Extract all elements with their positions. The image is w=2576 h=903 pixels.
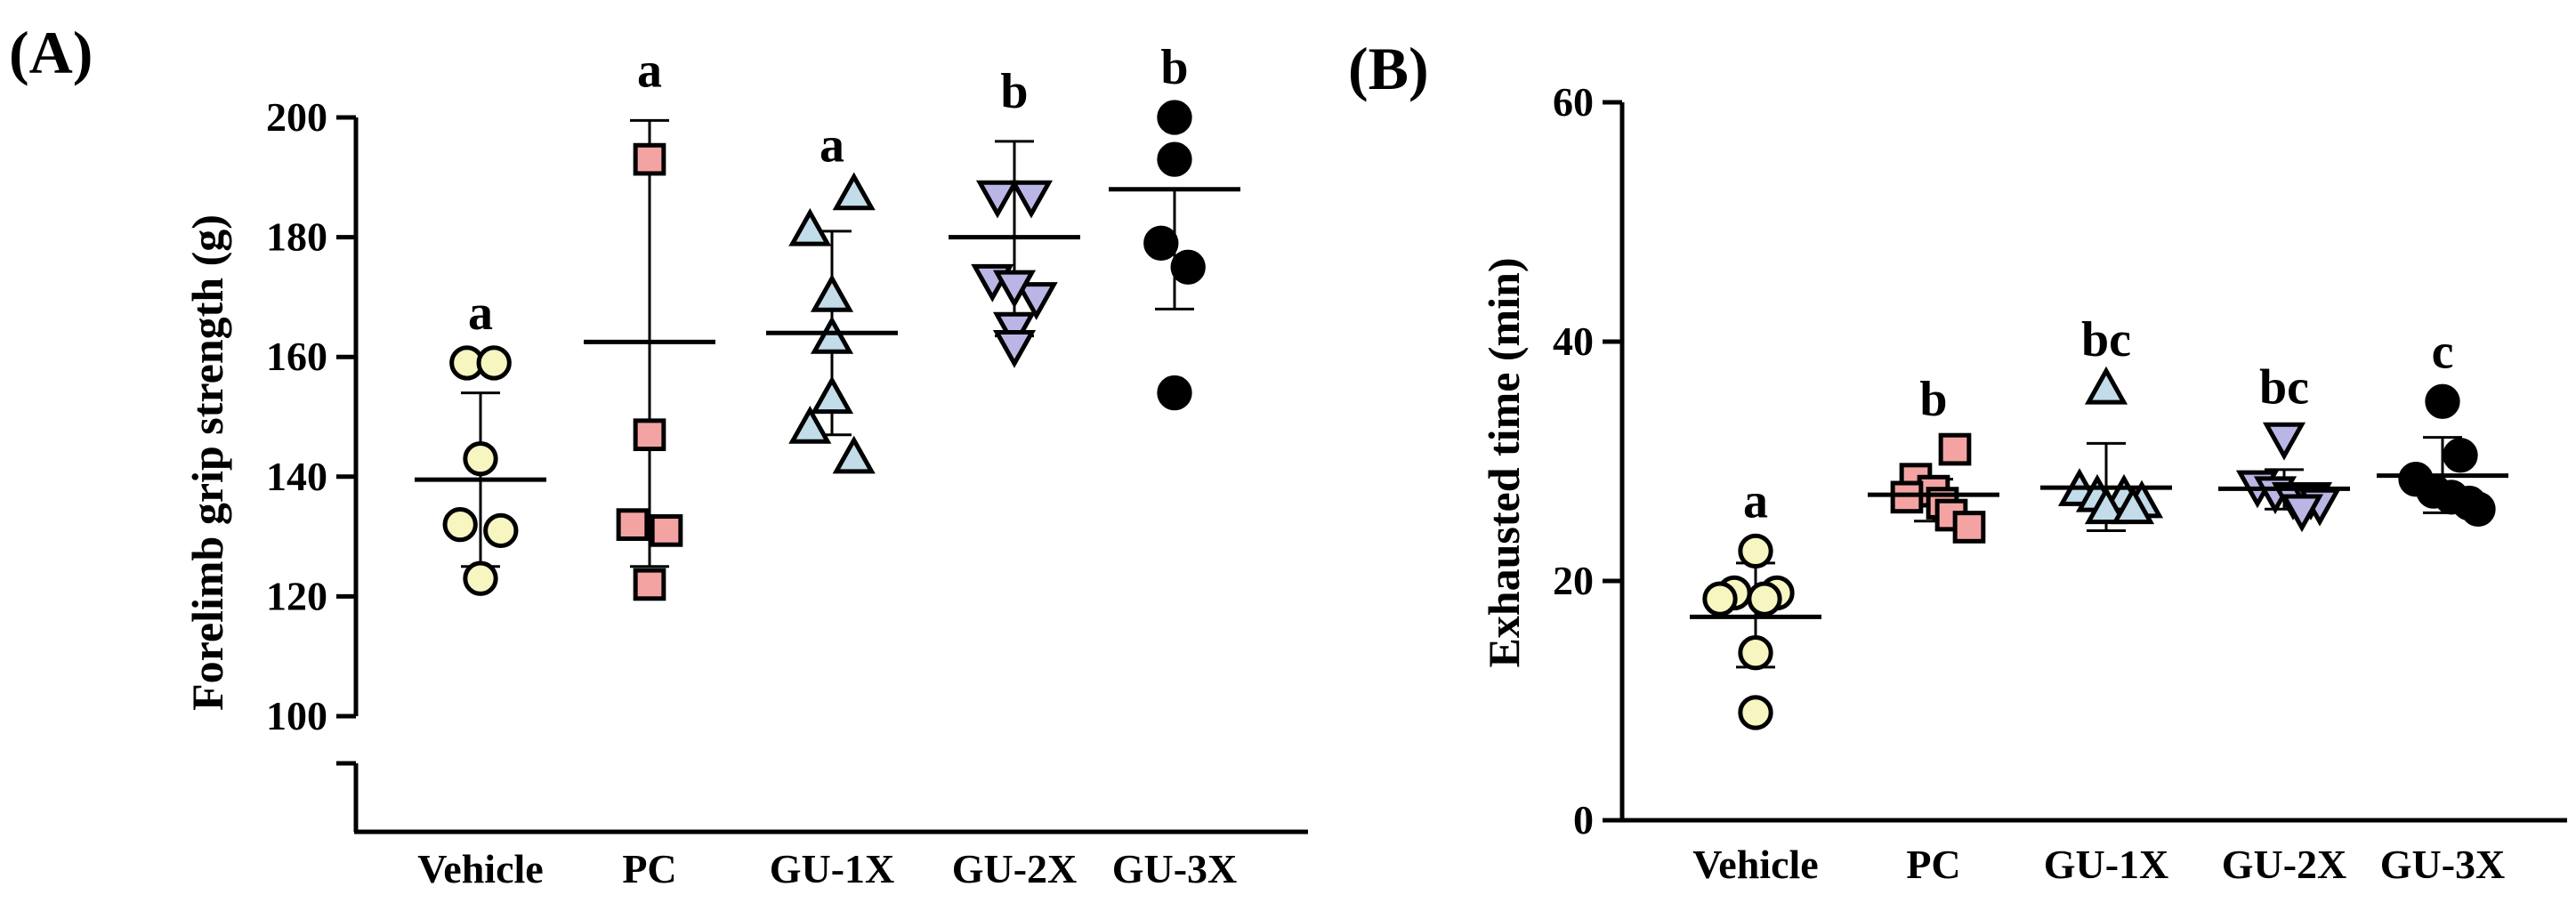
panel-b-series-gu-1x: bc: [2040, 312, 2172, 533]
data-point: [1009, 180, 1054, 219]
panel-a-x-tick-label: Vehicle: [417, 846, 543, 891]
panel-b-x-tick-label: GU-3X: [2380, 842, 2506, 887]
panel-a-series-pc: a: [584, 43, 715, 601]
data-point: [1747, 581, 1782, 617]
data-point: [2280, 494, 2324, 533]
panel-b-series-gu-3x: c: [2377, 324, 2508, 527]
data-point: [633, 568, 666, 601]
data-point: [633, 418, 666, 452]
data-point: [832, 435, 876, 474]
panel-b-x-tick-label: GU-1X: [2044, 842, 2169, 887]
panel-b-series-pc: b: [1868, 372, 1999, 544]
panel-a-series-gu-1x: a: [766, 117, 898, 474]
panel-b-x-tick-label: Vehicle: [1692, 842, 1818, 887]
panel-b-y-tick-label: 40: [1553, 318, 1594, 364]
data-point: [975, 180, 1020, 219]
panel-b-ylabel: Exhausted time (min): [1479, 257, 1529, 667]
panel-a-y-tick-label: 200: [266, 94, 327, 140]
panel-a-y-tick-label: 160: [266, 334, 327, 379]
data-point: [1702, 581, 1738, 617]
significance-letter: bc: [2259, 360, 2309, 415]
data-point: [1952, 511, 1986, 544]
significance-letter: a: [468, 286, 493, 341]
panel-a-x-tick-label: GU-1X: [770, 846, 895, 891]
data-point: [442, 506, 478, 543]
data-point: [1738, 695, 1773, 730]
panel-a-y-tick-label: 120: [266, 573, 327, 618]
panel-a-y-tick-label: 140: [266, 454, 327, 499]
data-point: [2443, 438, 2478, 473]
significance-letter: b: [1000, 64, 1028, 119]
data-point: [788, 207, 832, 246]
significance-letter: bc: [2081, 312, 2131, 367]
panel-b-y-tick-label: 0: [1573, 797, 1594, 843]
data-point: [633, 142, 666, 176]
data-point: [832, 172, 876, 211]
data-point: [1938, 432, 1972, 466]
data-point: [1157, 100, 1192, 135]
panel-a-x-tick-label: GU-2X: [952, 846, 1078, 891]
significance-letter: c: [2432, 324, 2454, 379]
data-point: [992, 270, 1037, 309]
panel-b-y-tick-label: 20: [1553, 558, 1594, 603]
data-point: [1738, 533, 1773, 569]
significance-letter: a: [1743, 473, 1768, 528]
panel-a-series-gu-3x: b: [1109, 40, 1240, 411]
data-point: [788, 405, 832, 444]
panel-b-x-tick-label: PC: [1906, 842, 1960, 887]
data-point: [463, 440, 498, 477]
data-point: [2262, 422, 2306, 461]
data-point: [810, 316, 854, 354]
data-point: [2425, 383, 2460, 419]
data-point: [2111, 486, 2155, 525]
panel-b-y-tick-label: 60: [1553, 79, 1594, 125]
data-point: [992, 311, 1037, 351]
data-point: [1157, 375, 1192, 411]
significance-letter: b: [1919, 372, 1947, 427]
panel-a-x-tick-label: GU-3X: [1112, 846, 1238, 891]
panel-b-x-tick-label: GU-2X: [2222, 842, 2347, 887]
data-point: [463, 560, 498, 596]
significance-letter: a: [820, 117, 844, 173]
panel-a-series-gu-2x: b: [949, 64, 1080, 368]
data-point: [1738, 635, 1773, 671]
panel-b-label: (B): [1348, 35, 1429, 102]
data-point: [1014, 282, 1058, 320]
panel-b-series-vehicle: a: [1690, 473, 1821, 730]
data-point: [2084, 486, 2128, 525]
panel-a-y-tick-label: 180: [266, 214, 327, 260]
panel-a-ylabel: Forelimb grip strength (g): [182, 214, 232, 711]
data-point: [1143, 225, 1179, 261]
panel-a-y-tick-label: 100: [266, 693, 327, 738]
panel-b-series-gu-2x: bc: [2218, 360, 2350, 533]
data-point: [2084, 366, 2128, 405]
data-point: [476, 345, 512, 381]
data-point: [810, 375, 854, 415]
data-point: [810, 273, 854, 312]
data-point: [483, 512, 519, 549]
data-point: [992, 329, 1037, 368]
data-point: [1890, 480, 1924, 514]
data-point: [650, 514, 683, 547]
data-point: [1170, 249, 1206, 285]
data-point: [2460, 491, 2496, 527]
panel-b-plot: 0 20 40 60 Vehicle PC GU-1X GU-2X GU-3X a b bc bc c: [1553, 79, 2567, 887]
panel-a-label: (A): [9, 19, 93, 86]
data-point: [1157, 141, 1192, 177]
significance-letter: a: [637, 43, 662, 98]
data-point: [616, 508, 650, 541]
panel-a-plot: 100 120 140 160 180 200 Vehicle PC GU-1X GU-2X GU-…: [266, 40, 1308, 891]
significance-letter: b: [1160, 40, 1188, 95]
panel-a-x-tick-label: PC: [622, 846, 676, 891]
panel-a-series-vehicle: a: [415, 286, 546, 596]
